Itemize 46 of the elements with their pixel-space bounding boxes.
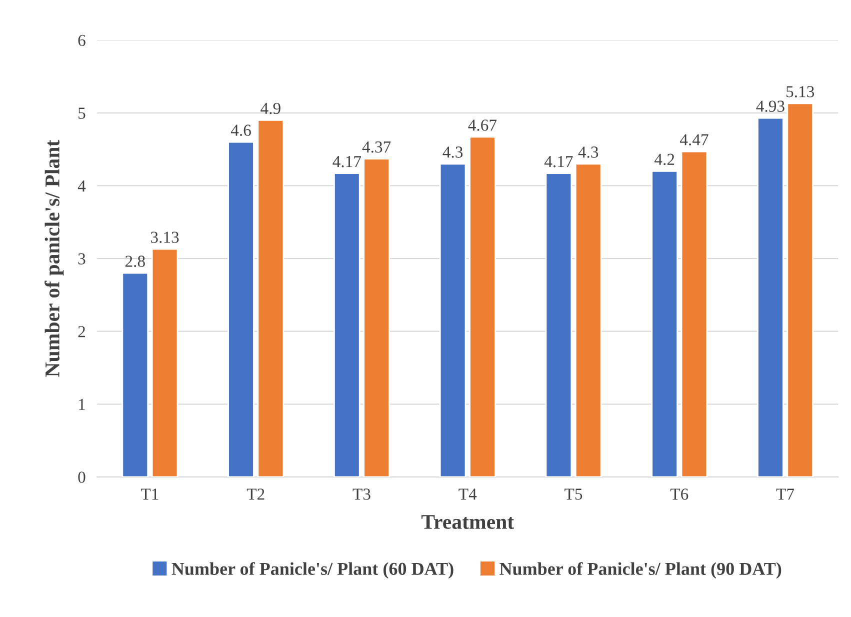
bar (469, 136, 496, 477)
bar (757, 117, 784, 477)
x-axis-title: Treatment (421, 515, 514, 529)
y-tick-label: 0 (78, 472, 86, 483)
y-tick-label: 2 (78, 326, 85, 338)
bar (363, 158, 390, 477)
bar (228, 141, 254, 477)
y-tick-label: 5 (78, 108, 86, 119)
bar (680, 150, 708, 477)
x-tick-label: T3 (352, 488, 370, 500)
data-label: 3.13 (150, 232, 179, 243)
bar (151, 248, 178, 477)
data-label: 4.67 (468, 120, 497, 131)
data-label: 4.37 (362, 141, 391, 153)
bar (122, 272, 149, 477)
y-tick-label: 4 (78, 180, 86, 192)
y-tick-label: 1 (79, 398, 85, 410)
x-tick-label: T1 (141, 488, 158, 500)
bar (651, 170, 678, 477)
x-tick-label: T4 (458, 488, 477, 500)
x-tick-label: T6 (670, 488, 688, 500)
y-axis-title: Number of panicle's/ Plant (44, 140, 64, 377)
data-label: 4.9 (260, 102, 280, 114)
data-label: 4.17 (544, 156, 573, 168)
data-label: 4.47 (680, 134, 708, 146)
bar (257, 119, 284, 477)
legend-label: Number of Panicle's/ Plant (90 DAT) (500, 562, 782, 579)
bar (574, 163, 602, 477)
data-label: 4.17 (332, 156, 362, 168)
data-label: 4.93 (756, 100, 784, 112)
data-label: 4.6 (230, 124, 251, 136)
x-tick-label: T2 (246, 488, 264, 500)
bar (786, 102, 814, 477)
data-label: 2.8 (125, 256, 145, 267)
data-label: 4.3 (578, 146, 598, 158)
bar (545, 172, 572, 477)
data-label: 4.2 (654, 154, 674, 166)
legend-label: Number of Panicle's/ Plant (60 DAT) (172, 562, 454, 579)
x-tick-label: T5 (564, 488, 582, 500)
bar (334, 172, 360, 477)
data-label: 4.3 (442, 146, 463, 158)
y-tick-label: 6 (78, 34, 86, 46)
x-tick-label: T7 (776, 488, 794, 500)
y-tick-label: 3 (78, 253, 86, 264)
bar (439, 163, 466, 477)
data-label: 5.13 (786, 86, 814, 98)
